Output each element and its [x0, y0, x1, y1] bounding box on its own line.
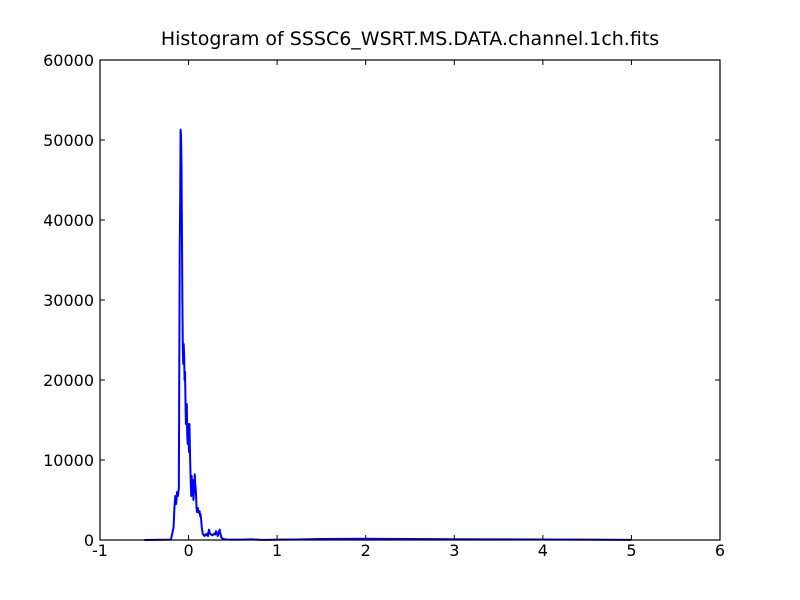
y-tick-label: 20000 [43, 371, 94, 390]
y-tick-label: 0 [84, 531, 94, 550]
y-tick-label: 50000 [43, 131, 94, 150]
y-tick-label: 60000 [43, 51, 94, 70]
y-tick-label: 10000 [43, 451, 94, 470]
x-tick-label: 3 [449, 541, 459, 560]
x-tick-label: 4 [538, 541, 548, 560]
chart-title: Histogram of SSSC6_WSRT.MS.DATA.channel.… [161, 28, 659, 50]
y-tick-label: 30000 [43, 291, 94, 310]
x-tick-label: 1 [272, 541, 282, 560]
x-tick-label: 2 [361, 541, 371, 560]
plot-area [144, 128, 632, 541]
x-tick-label: 0 [183, 541, 193, 560]
series-line-0 [144, 128, 632, 541]
y-tick-label: 40000 [43, 211, 94, 230]
x-tick-label: -1 [92, 541, 108, 560]
x-tick-label: 5 [626, 541, 636, 560]
x-tick-label: 6 [715, 541, 725, 560]
